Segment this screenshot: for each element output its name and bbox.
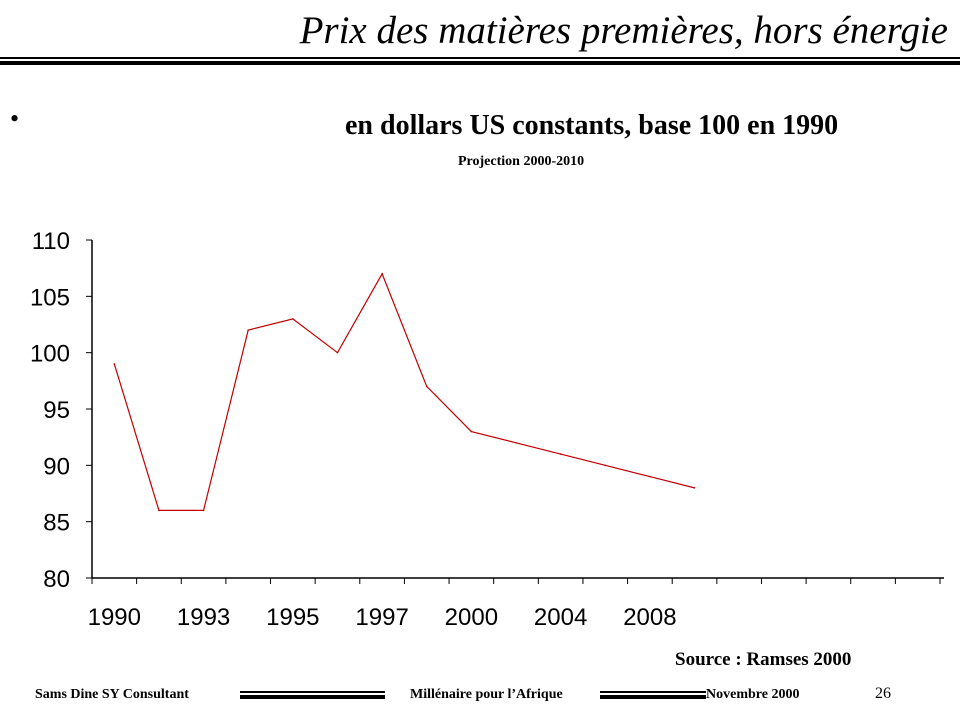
data-point <box>113 363 116 365</box>
footer-divider <box>600 691 706 699</box>
data-point <box>649 475 651 478</box>
data-point <box>247 329 250 331</box>
bullet-icon: • <box>10 104 20 133</box>
footer-date: Novembre 2000 <box>706 687 800 702</box>
footer-event: Millénaire pour l’Afrique <box>410 687 563 702</box>
page-number: 26 <box>875 685 891 702</box>
x-tick-label: 1995 <box>266 604 319 631</box>
y-tick-label: 105 <box>30 284 70 311</box>
y-tick-label: 110 <box>32 228 70 255</box>
data-point <box>292 318 294 320</box>
y-tick-label: 85 <box>43 510 70 537</box>
series-line <box>113 272 695 511</box>
x-tick-label: 2008 <box>623 604 676 631</box>
chart-subtitle: en dollars US constants, base 100 en 199… <box>345 110 839 141</box>
x-tick-label: 1993 <box>177 604 230 631</box>
data-point <box>515 442 517 444</box>
data-point <box>559 453 562 455</box>
x-tick-label: 2004 <box>534 604 587 631</box>
y-tick-label: 100 <box>30 341 70 368</box>
source-note: Source : Ramses 2000 <box>675 649 852 670</box>
x-tick-label: 1990 <box>88 604 141 631</box>
y-tick-label: 95 <box>43 397 70 424</box>
data-point <box>202 509 205 512</box>
x-tick-label: 1997 <box>355 604 408 631</box>
slide-title: Prix des matières premières, hors énergi… <box>299 9 948 52</box>
title-rule-thick <box>0 61 960 65</box>
data-point <box>425 385 428 388</box>
data-point <box>158 509 160 512</box>
footer-author: Sams Dine SY Consultant <box>35 687 189 702</box>
title-rule-thin <box>0 57 960 59</box>
data-point <box>336 351 339 354</box>
data-point <box>693 487 696 489</box>
x-tick-label: 2000 <box>445 604 498 631</box>
projection-note: Projection 2000-2010 <box>458 154 585 169</box>
data-point <box>381 273 383 275</box>
data-point <box>470 430 473 433</box>
y-tick-label: 90 <box>43 453 70 480</box>
y-tick-label: 80 <box>43 566 70 593</box>
data-point <box>604 464 607 467</box>
footer-divider <box>240 691 385 699</box>
